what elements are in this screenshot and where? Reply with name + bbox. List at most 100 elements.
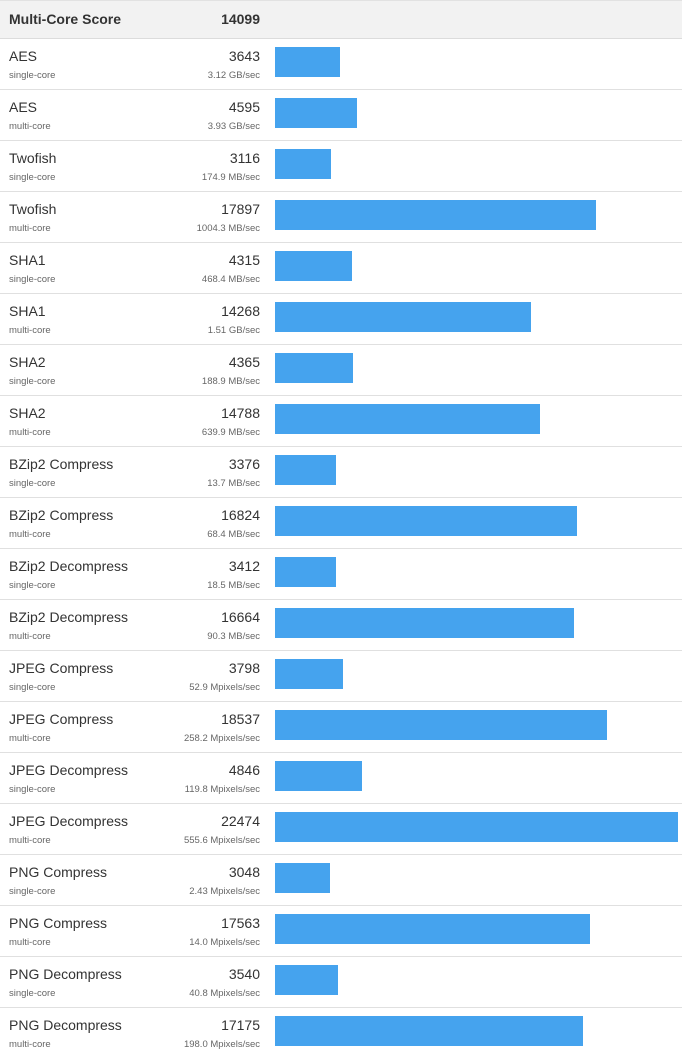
test-mode: single-core [9,886,56,897]
test-mode: single-core [9,172,56,183]
test-name: PNG Compress [9,864,108,880]
test-rate: 1.51 GB/sec [207,325,260,336]
test-rate: 68.4 MB/sec [207,529,260,540]
table-row: PNG Decompress multi-core 17175 198.0 Mpixe… [0,1008,682,1059]
test-mode: multi-core [9,529,51,540]
test-score: 18537 [221,711,260,727]
score-bar [275,557,336,587]
score-bar [275,302,531,332]
test-rate: 198.0 Mpixels/sec [183,1039,260,1050]
table-row: BZip2 Compress multi-core 16824 68.4 MB/sec [0,498,682,549]
test-mode: multi-core [9,835,51,846]
test-rate: 468.4 MB/sec [201,274,260,285]
table-row: BZip2 Decompress multi-core 16664 90.3 MB/s… [0,600,682,651]
table-row: BZip2 Decompress single-core 3412 18.5 MB/s… [0,549,682,600]
table-row: AES multi-core 4595 3.93 GB/sec [0,90,682,141]
score-bar [275,353,353,383]
table-row: SHA2 multi-core 14788 639.9 MB/sec [0,396,682,447]
test-name: PNG Compress [9,915,108,931]
table-row: BZip2 Compress single-core 3376 13.7 MB/sec [0,447,682,498]
test-name: AES [9,99,38,115]
score-bar [275,404,540,434]
table-row: AES single-core 3643 3.12 GB/sec [0,39,682,90]
test-rate: 639.9 MB/sec [201,427,260,438]
test-mode: single-core [9,376,56,387]
test-score: 14788 [221,405,260,421]
test-name: SHA1 [9,303,46,319]
score-bar [275,506,577,536]
test-score: 17897 [221,201,260,217]
test-rate: 3.12 GB/sec [207,70,260,81]
score-bar [275,812,678,842]
test-name: JPEG Decompress [9,762,129,778]
test-name: JPEG Compress [9,660,114,676]
test-score: 16664 [221,609,260,625]
test-name: Twofish [9,201,57,217]
test-score: 16824 [221,507,260,523]
test-rate: 13.7 MB/sec [207,478,260,489]
table-row: SHA1 multi-core 14268 1.51 GB/sec [0,294,682,345]
test-mode: multi-core [9,121,51,132]
table-row: PNG Compress single-core 3048 2.43 Mpixels/… [0,855,682,906]
test-mode: multi-core [9,1039,51,1050]
table-row: JPEG Compress multi-core 18537 258.2 Mpixel… [0,702,682,753]
header-label: Multi-Core Score [9,11,122,27]
test-name: BZip2 Decompress [9,609,129,625]
benchmark-rows: AES single-core 3643 3.12 GB/sec AES multi-co… [0,39,682,1059]
test-score: 3048 [228,864,260,880]
test-name: JPEG Compress [9,711,114,727]
test-rate: 2.43 Mpixels/sec [189,886,260,897]
test-rate: 3.93 GB/sec [207,121,260,132]
test-score: 3376 [228,456,260,472]
test-mode: multi-core [9,631,51,642]
test-mode: multi-core [9,325,51,336]
test-rate: 174.9 MB/sec [201,172,260,183]
score-bar [275,659,343,689]
table-row: Twofish single-core 3116 174.9 MB/sec [0,141,682,192]
score-bar [275,761,362,791]
table-row: Twofish multi-core 17897 1004.3 MB/sec [0,192,682,243]
test-rate: 52.9 Mpixels/sec [189,682,260,693]
score-bar [275,1016,583,1046]
test-score: 4315 [228,252,260,268]
score-bar [275,710,607,740]
score-bar [275,251,352,281]
table-row: SHA2 single-core 4365 188.9 MB/sec [0,345,682,396]
test-mode: single-core [9,274,56,285]
score-bar [275,47,340,77]
table-row: JPEG Compress single-core 3798 52.9 Mpixels… [0,651,682,702]
test-score: 22474 [221,813,260,829]
test-score: 3643 [228,48,260,64]
test-name: BZip2 Decompress [9,558,129,574]
test-score: 3540 [228,966,260,982]
test-rate: 119.8 Mpixels/sec [184,784,260,795]
test-name: BZip2 Compress [9,507,114,523]
test-mode: multi-core [9,733,51,744]
test-name: SHA2 [9,405,46,421]
table-row: PNG Decompress single-core 3540 40.8 Mpixel… [0,957,682,1008]
test-mode: multi-core [9,223,51,234]
test-score: 17563 [221,915,260,931]
test-mode: multi-core [9,427,51,438]
test-score: 17175 [221,1017,260,1033]
test-score: 3798 [228,660,260,676]
test-mode: single-core [9,478,56,489]
test-name: AES [9,48,38,64]
test-rate: 18.5 MB/sec [207,580,260,591]
test-score: 3116 [229,150,260,166]
test-score: 4595 [228,99,260,115]
test-rate: 90.3 MB/sec [207,631,260,642]
test-rate: 14.0 Mpixels/sec [189,937,260,948]
test-score: 14268 [221,303,260,319]
test-mode: single-core [9,682,56,693]
table-row: SHA1 single-core 4315 468.4 MB/sec [0,243,682,294]
header-score: 14099 [221,11,260,27]
test-name: SHA1 [9,252,46,268]
score-bar [275,455,336,485]
test-name: PNG Decompress [9,1017,122,1033]
table-row: JPEG Decompress single-core 4846 119.8 Mpix… [0,753,682,804]
test-mode: single-core [9,988,56,999]
test-score: 4365 [228,354,260,370]
test-score: 4846 [228,762,260,778]
